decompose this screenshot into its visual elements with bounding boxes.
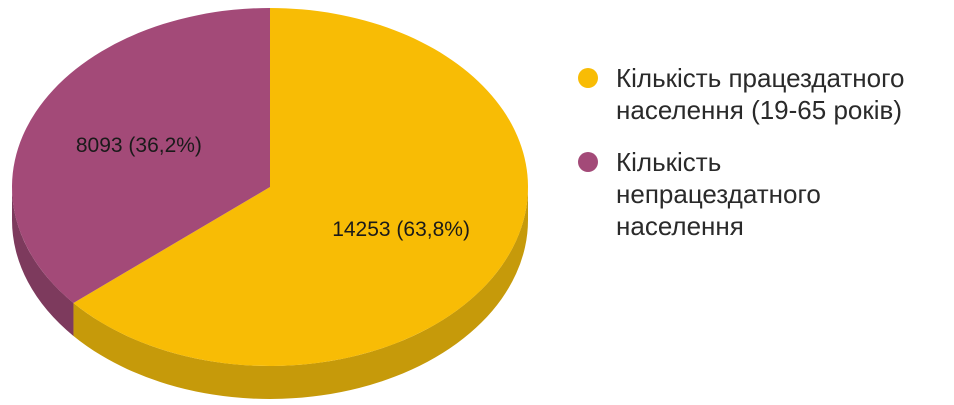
legend-item-working-age: Кількість працездатного населення (19-65…	[578, 62, 954, 126]
pie-slice-1	[12, 8, 271, 303]
slice-label-1: 8093 (36,2%)	[76, 134, 202, 157]
pie-slices	[12, 8, 528, 366]
legend-item-non-working: Кількість непрацездатного населення	[578, 146, 954, 242]
legend: Кількість працездатного населення (19-65…	[578, 62, 954, 262]
legend-label-line: Кількість	[616, 147, 722, 177]
slice-side-1	[12, 187, 74, 336]
slice-side-0	[73, 187, 528, 399]
legend-label-non-working: Кількість непрацездатного населення	[616, 146, 821, 242]
slice-label-0: 14253 (63,8%)	[332, 218, 470, 241]
slice-labels: 14253 (63,8%) 8093 (36,2%)	[76, 134, 470, 241]
legend-label-line: населення (19-65 років)	[616, 95, 902, 125]
pie-sides	[12, 187, 528, 399]
legend-label-line: населення	[616, 211, 744, 241]
legend-label-line: Кількість працездатного	[616, 63, 905, 93]
legend-swatch-working-age	[578, 68, 598, 88]
legend-label-line: непрацездатного	[616, 179, 821, 209]
legend-label-working-age: Кількість працездатного населення (19-65…	[616, 62, 904, 126]
legend-swatch-non-working	[578, 152, 598, 172]
pie-slice-0	[73, 8, 528, 366]
